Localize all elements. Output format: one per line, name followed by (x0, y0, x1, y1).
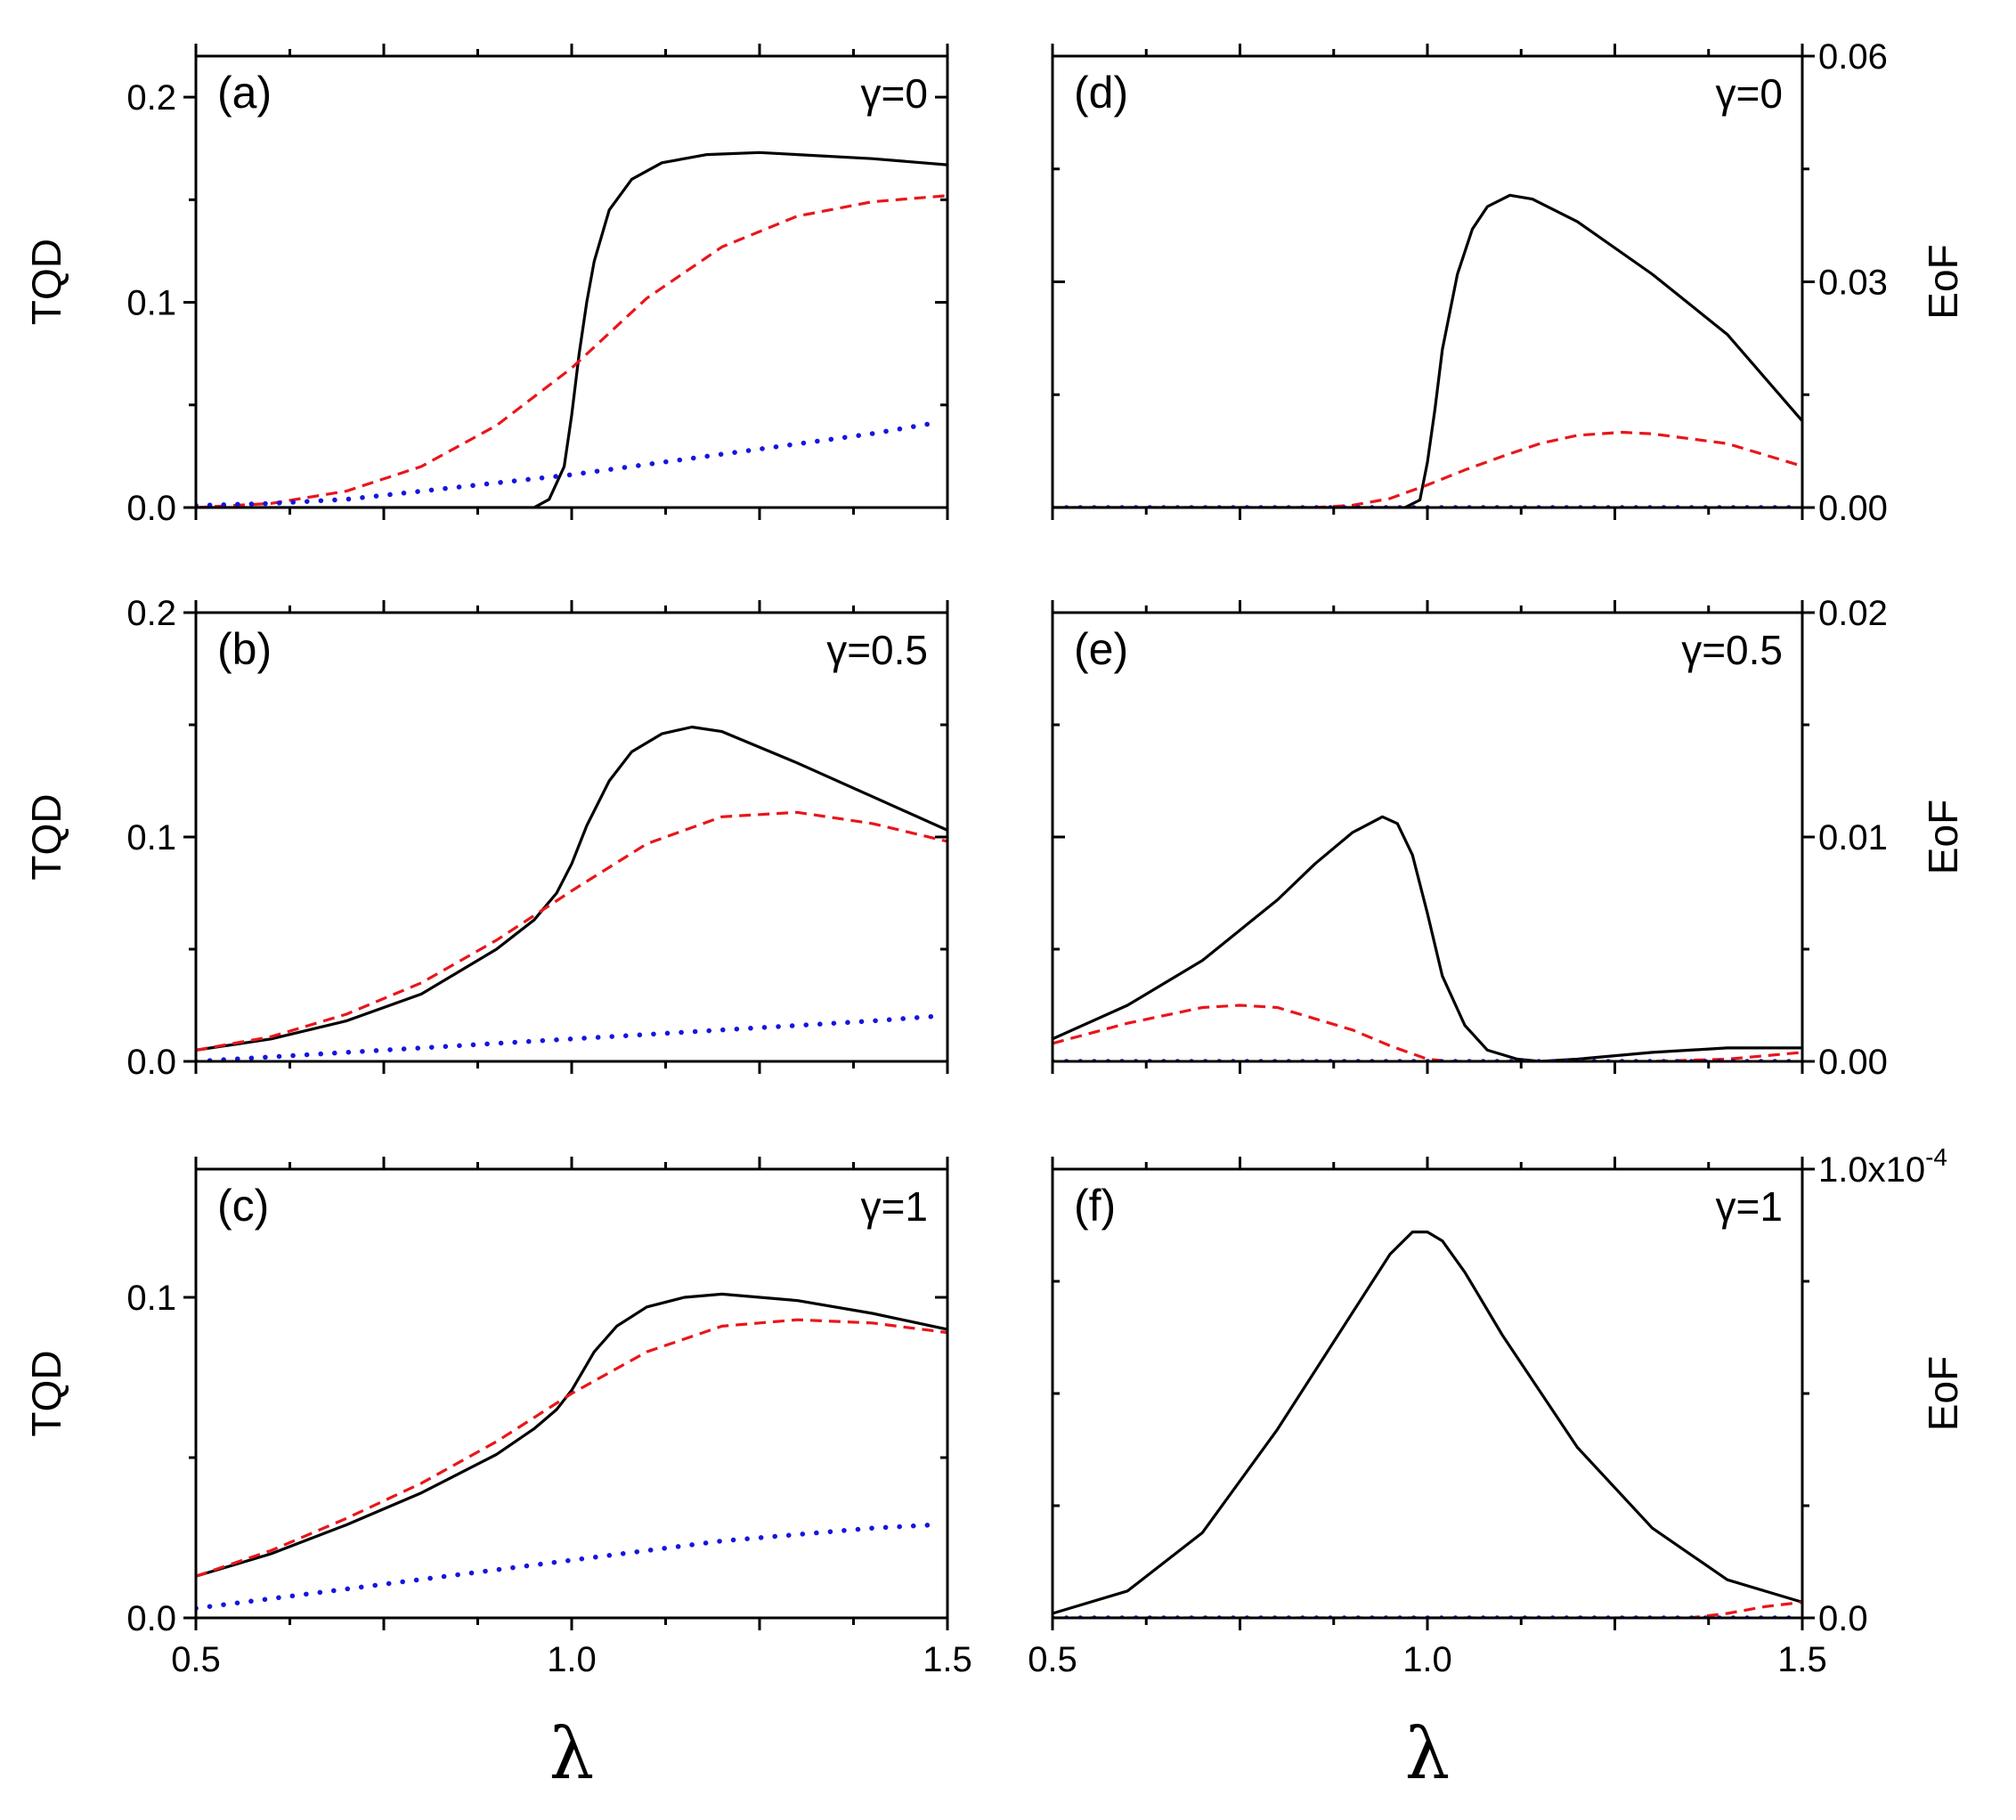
y-tick-label: 0.1 (126, 818, 176, 857)
y-tick-label: 0.0 (126, 1043, 176, 1082)
series-solid-line (196, 725, 947, 1052)
y-tick-label: 0.0 (126, 1599, 176, 1638)
plot-frame (194, 611, 949, 1063)
panel-label: (d) (1074, 68, 1128, 118)
y-axis-label: TQD (23, 1350, 69, 1436)
series-dashed-line (1053, 430, 1802, 508)
x-axis-label: λ (549, 1712, 595, 1795)
panel-label: (b) (217, 624, 272, 674)
series-solid-line (196, 1292, 947, 1578)
gamma-label: γ=0 (861, 70, 928, 117)
panel-label: (e) (1074, 624, 1128, 674)
plot-frame (1051, 611, 1804, 1063)
y-axis-label: TQD (23, 239, 69, 325)
x-tick-label: 1.5 (1777, 1640, 1827, 1679)
panel-e: 0.00 0.01 0.02 EoF (e) γ=0.5 (1051, 594, 1966, 1082)
y-tick-label: 0.2 (126, 594, 176, 633)
gamma-label: γ=0.5 (1681, 627, 1783, 673)
y-tick-label: 0.1 (126, 284, 176, 323)
y-tick-exponent: -4 (1925, 1143, 1947, 1171)
panel-d: 0.00 0.03 0.06 EoF (d) γ=0 (1051, 37, 1966, 528)
series-dotted-line (196, 420, 935, 508)
y-tick-label: 1.0x10-4 (1818, 1143, 1947, 1190)
y-tick-label: 0.00 (1818, 1043, 1888, 1082)
plot-frame (1051, 54, 1804, 509)
y-axis-label: TQD (23, 793, 69, 880)
series-solid-line (1053, 1230, 1802, 1615)
x-axis-label: λ (1405, 1712, 1451, 1795)
x-tick-label: 0.5 (171, 1640, 221, 1679)
x-tick-label: 1.5 (923, 1640, 972, 1679)
panel-b: 0.0 0.1 0.2 TQD (b) γ=0.5 (23, 594, 949, 1082)
series-solid-line (1053, 815, 1802, 1061)
series-dashed-line (1053, 1003, 1802, 1061)
panel-label: (c) (217, 1181, 269, 1231)
series-solid-line (1053, 193, 1802, 508)
panel-a: 0.0 0.1 0.2 TQD (a) γ=0 (23, 44, 949, 528)
x-tick-label: 0.5 (1028, 1640, 1077, 1679)
y-tick-label: 0.0 (1818, 1599, 1868, 1638)
y-tick-label: 0.03 (1818, 264, 1888, 303)
gamma-label: γ=1 (861, 1183, 928, 1230)
y-tick-label: 0.00 (1818, 489, 1888, 528)
series-solid-line (196, 150, 947, 508)
gamma-label: γ=1 (1716, 1183, 1783, 1230)
panel-label: (a) (217, 68, 272, 118)
y-tick-label: 0.06 (1818, 37, 1888, 77)
y-axis-label: EoF (1920, 1356, 1966, 1431)
y-axis-label: EoF (1920, 244, 1966, 319)
x-tick-label: 1.0 (1402, 1640, 1452, 1679)
y-axis-label: EoF (1920, 800, 1966, 874)
y-tick-label: 0.02 (1818, 594, 1888, 633)
series-dashed-line (196, 810, 947, 1052)
y-tick-label: 0.0 (126, 489, 176, 528)
series-dotted-line (196, 1522, 935, 1611)
plot-frame (1051, 1167, 1804, 1620)
series-dashed-line (196, 1318, 947, 1578)
panel-label: (f) (1074, 1181, 1116, 1231)
y-tick-label: 0.01 (1818, 818, 1888, 857)
gamma-label: γ=0 (1716, 70, 1783, 117)
series-dashed-line (196, 194, 947, 508)
panel-c: 0.5 1.0 1.5 0.0 0.1 TQD λ (c) γ=1 (23, 1157, 972, 1795)
series-dotted-line (196, 1013, 935, 1061)
plot-frame (194, 54, 949, 509)
y-tick-label: 0.2 (126, 78, 176, 118)
x-tick-label: 1.0 (547, 1640, 597, 1679)
y-tick-label: 0.1 (126, 1279, 176, 1318)
series-dashed-line (1053, 1600, 1802, 1618)
gamma-label: γ=0.5 (826, 627, 928, 673)
panel-f: 0.5 1.0 1.50.0 1.0x10-4 EoF λ (f) γ=1 (1028, 1143, 1966, 1795)
